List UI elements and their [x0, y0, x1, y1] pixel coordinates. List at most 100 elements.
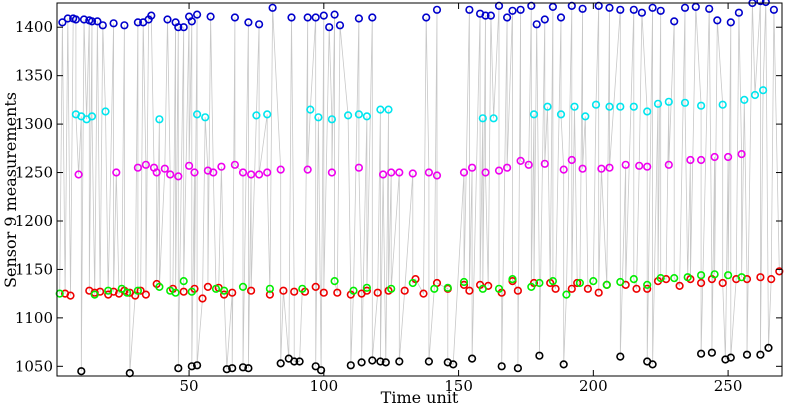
data-point	[683, 273, 692, 282]
data-point	[190, 168, 199, 177]
data-point	[605, 102, 614, 111]
data-point	[524, 160, 533, 169]
data-point	[594, 288, 603, 297]
data-point	[696, 101, 706, 110]
data-point	[643, 280, 652, 290]
data-point	[656, 6, 665, 15]
data-point	[247, 170, 256, 179]
data-point	[494, 284, 504, 293]
data-point	[327, 168, 337, 177]
series-cluster-cyan	[71, 86, 768, 124]
data-point	[756, 0, 765, 6]
data-point	[335, 21, 345, 30]
data-point	[616, 352, 625, 361]
data-point	[155, 115, 164, 124]
data-point	[408, 169, 417, 178]
axes: 50 100 150 200 250 1050 1100 1150 1200 1250 1300 13…	[15, 3, 782, 395]
data-point	[686, 155, 695, 165]
data-point	[238, 168, 248, 177]
data-point	[376, 105, 385, 114]
data-point	[179, 287, 188, 296]
data-point	[93, 17, 102, 26]
data-point	[468, 354, 477, 363]
data-point	[317, 366, 326, 375]
data-point	[629, 275, 638, 284]
data-point	[109, 19, 118, 28]
series-cluster-green	[55, 270, 746, 299]
y-tick-label: 1150	[15, 260, 53, 278]
data-point	[675, 281, 684, 291]
data-point	[228, 364, 237, 373]
data-point	[602, 280, 611, 290]
data-point	[395, 168, 404, 177]
x-tick-label: 200	[579, 377, 608, 395]
data-point	[141, 160, 150, 169]
data-point	[767, 275, 776, 284]
data-point	[101, 107, 110, 116]
data-point	[187, 287, 196, 296]
data-point	[497, 362, 506, 371]
data-point	[206, 12, 215, 21]
data-point	[696, 155, 706, 165]
data-point	[387, 168, 396, 177]
data-point	[459, 280, 469, 290]
data-point	[71, 15, 80, 24]
data-point	[775, 267, 784, 276]
data-point	[311, 13, 320, 22]
data-point	[311, 362, 320, 371]
data-point	[77, 367, 86, 376]
data-point	[193, 361, 202, 370]
y-tick-label: 1250	[15, 164, 53, 182]
data-point	[648, 360, 657, 369]
data-point	[55, 289, 64, 298]
data-point	[656, 274, 665, 283]
data-point	[381, 358, 390, 367]
data-point	[705, 4, 714, 13]
data-point	[400, 286, 409, 295]
data-point	[163, 15, 172, 24]
data-point	[629, 102, 638, 111]
plot-frame	[56, 2, 783, 377]
data-point	[643, 162, 652, 171]
data-points	[55, 0, 784, 378]
data-point	[680, 98, 690, 107]
data-point	[311, 282, 320, 292]
data-point	[133, 286, 142, 295]
data-point	[459, 168, 469, 177]
data-point	[559, 165, 568, 174]
data-point	[758, 86, 768, 95]
series-cluster-magenta	[74, 150, 746, 181]
data-point	[287, 13, 296, 22]
data-point	[756, 273, 765, 282]
data-point	[362, 112, 372, 121]
y-tick-label: 1300	[15, 115, 53, 133]
data-point	[575, 278, 585, 288]
x-axis-label: Time unit	[381, 388, 459, 407]
data-point	[63, 14, 72, 23]
data-point	[459, 277, 469, 287]
data-point	[174, 172, 183, 181]
data-point	[516, 156, 525, 165]
data-point	[66, 291, 75, 300]
data-point	[211, 284, 221, 293]
data-point	[529, 110, 539, 119]
data-point	[354, 14, 364, 23]
data-point	[551, 284, 560, 293]
y-tick-label: 1400	[15, 18, 53, 36]
y-tick-label: 1200	[15, 212, 53, 230]
data-point	[376, 357, 385, 366]
data-point	[384, 105, 393, 114]
data-point	[723, 271, 733, 280]
data-point	[664, 97, 673, 106]
data-point	[718, 278, 727, 288]
data-point	[217, 162, 226, 171]
data-point	[147, 11, 156, 20]
data-point	[268, 3, 277, 12]
data-point	[737, 273, 746, 282]
data-point	[643, 284, 652, 293]
data-point	[616, 5, 625, 14]
data-point	[734, 8, 744, 17]
data-point	[723, 152, 733, 162]
data-point	[605, 163, 614, 172]
